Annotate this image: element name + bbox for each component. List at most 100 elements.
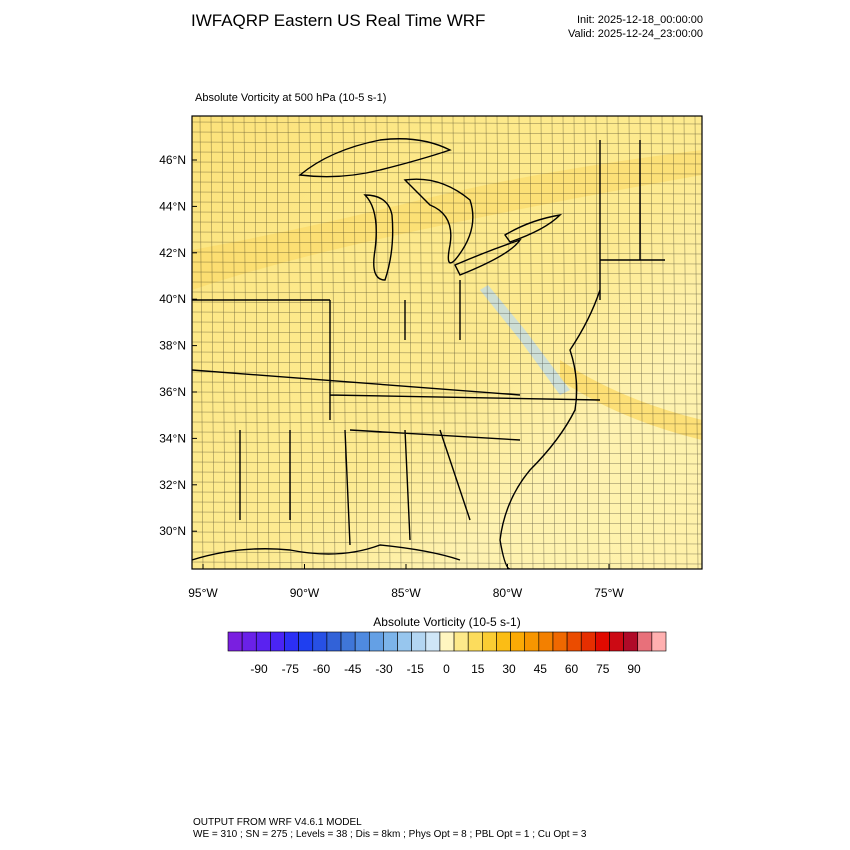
county-line xyxy=(192,191,702,195)
colorbar-label: -75 xyxy=(282,662,300,676)
colorbar-swatch xyxy=(439,631,455,652)
lat-label: 30°N xyxy=(159,524,186,538)
colorbar-swatch xyxy=(284,631,299,652)
vorticity-minimum xyxy=(480,285,570,395)
colorbar-label: 90 xyxy=(627,662,641,676)
county-line xyxy=(210,116,215,569)
lat-label: 34°N xyxy=(159,431,186,445)
county-line xyxy=(192,231,702,235)
county-line xyxy=(192,371,702,375)
colorbar-label: -15 xyxy=(407,662,425,676)
colorbar-swatch xyxy=(538,631,554,652)
colorbar-swatch xyxy=(595,631,610,652)
county-line xyxy=(192,321,702,325)
map-field xyxy=(192,116,702,569)
valid-time: Valid: 2025-12-24_23:00:00 xyxy=(568,28,703,40)
county-line xyxy=(192,201,702,205)
county-line xyxy=(518,116,523,569)
colorbar-swatch xyxy=(326,631,342,652)
county-line xyxy=(192,521,702,525)
map-axes: 46°N 44°N 42°N 40°N 38°N 36°N 34°N 32°N 30°N 95°W… xyxy=(159,153,624,600)
colorbar-label: 75 xyxy=(596,662,610,676)
county-line xyxy=(192,421,702,425)
county-line xyxy=(192,171,702,175)
county-line xyxy=(386,116,391,569)
colorbar-swatch xyxy=(651,631,667,652)
county-line xyxy=(650,116,655,569)
county-line xyxy=(232,116,237,569)
county-line xyxy=(192,361,702,365)
lon-label: 80°W xyxy=(493,586,523,600)
county-line xyxy=(192,511,702,515)
colorbar-swatch xyxy=(340,631,356,652)
county-line xyxy=(672,116,677,569)
county-line xyxy=(192,531,702,535)
county-line xyxy=(694,116,699,569)
county-line xyxy=(397,116,402,569)
colorbar-swatch xyxy=(425,631,441,652)
county-line xyxy=(199,116,204,569)
colorbar-swatch xyxy=(552,631,568,652)
county-line xyxy=(192,451,702,455)
county-line xyxy=(192,411,702,415)
colorbar-swatch xyxy=(241,631,257,652)
lat-label: 36°N xyxy=(159,385,186,399)
footer-line: OUTPUT FROM WRF V4.6.1 MODEL xyxy=(193,817,362,828)
lon-label: 95°W xyxy=(188,586,218,600)
county-line xyxy=(496,116,501,569)
colorbar-label: 15 xyxy=(471,662,485,676)
county-line xyxy=(243,116,248,569)
colorbar-swatch xyxy=(270,631,285,652)
colorbar-swatch xyxy=(397,631,412,652)
colorbar: -90 -75 -60 -45 -30 -15 0 15 30 45 60 75 90 xyxy=(227,631,667,676)
colorbar-swatch xyxy=(411,631,427,652)
county-line xyxy=(192,381,702,385)
county-line xyxy=(192,341,702,345)
county-line xyxy=(192,281,702,285)
county-line xyxy=(192,491,702,495)
county-line xyxy=(192,461,702,465)
lon-label: 85°W xyxy=(391,586,421,600)
lat-label: 40°N xyxy=(159,292,186,306)
county-line xyxy=(192,131,702,135)
county-line xyxy=(192,561,702,565)
county-line xyxy=(419,116,424,569)
colorbar-swatch xyxy=(482,631,497,652)
county-line xyxy=(192,501,702,505)
county-line xyxy=(661,116,666,569)
county-line xyxy=(192,441,702,445)
colorbar-swatch xyxy=(383,631,398,652)
colorbar-swatch xyxy=(467,631,483,652)
colorbar-label: 30 xyxy=(502,662,516,676)
lat-label: 46°N xyxy=(159,153,186,167)
colorbar-swatch xyxy=(580,631,596,652)
colorbar-swatch xyxy=(510,631,526,652)
colorbar-swatch xyxy=(453,631,469,652)
colorbar-swatch xyxy=(496,631,511,652)
lat-label: 38°N xyxy=(159,339,186,353)
county-line xyxy=(192,221,702,225)
county-line xyxy=(452,116,457,569)
county-line xyxy=(192,261,702,265)
county-line xyxy=(192,141,702,145)
title: IWFAQRP Eastern US Real Time WRF xyxy=(191,11,485,30)
county-line xyxy=(265,116,270,569)
colorbar-swatch xyxy=(623,631,639,652)
county-line xyxy=(192,541,702,545)
colorbar-swatch xyxy=(298,631,314,652)
map-frame xyxy=(191,115,703,570)
county-line xyxy=(221,116,226,569)
county-line xyxy=(192,121,702,125)
colorbar-label: 0 xyxy=(443,662,450,676)
colorbar-label: -45 xyxy=(344,662,362,676)
colorbar-label: -90 xyxy=(250,662,268,676)
county-line xyxy=(474,116,479,569)
colorbar-label: 45 xyxy=(534,662,548,676)
colorbar-swatch xyxy=(566,631,582,652)
county-line xyxy=(192,151,702,155)
lon-label: 90°W xyxy=(290,586,320,600)
county-line xyxy=(192,311,702,315)
colorbar-swatch xyxy=(524,631,540,652)
county-line xyxy=(192,401,702,405)
